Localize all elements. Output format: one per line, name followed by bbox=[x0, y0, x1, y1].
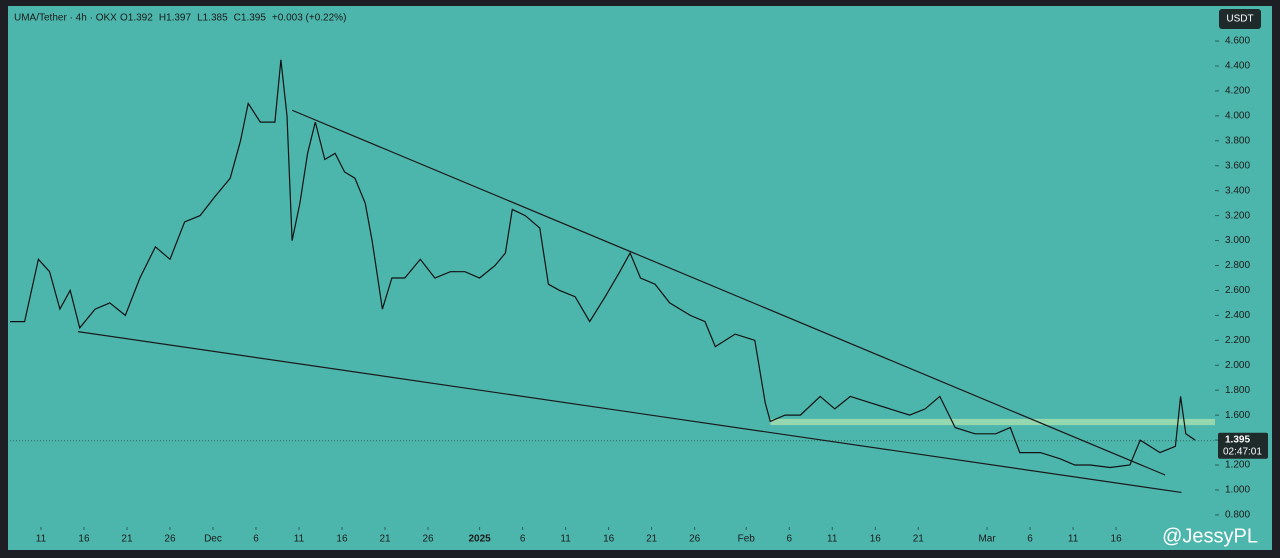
trendline bbox=[77, 331, 1182, 494]
y-tick-label: 2.400 bbox=[1225, 310, 1250, 321]
y-tick-label: 1.600 bbox=[1225, 410, 1250, 421]
y-tick-label: 1.800 bbox=[1225, 385, 1250, 396]
x-tick-label: 11 bbox=[36, 534, 47, 545]
ohlc-value: H1.397 bbox=[159, 13, 192, 24]
x-tick-label: 26 bbox=[689, 534, 701, 545]
x-tick-label: 16 bbox=[603, 534, 615, 545]
x-tick-label: 21 bbox=[646, 534, 658, 545]
x-tick-label: Feb bbox=[738, 534, 756, 545]
x-tick-label: 6 bbox=[786, 534, 792, 545]
price-badge bbox=[1218, 432, 1268, 459]
symbol: UMA/Tether · 4h · OKX bbox=[14, 13, 117, 24]
x-tick-label: 16 bbox=[78, 534, 90, 545]
y-tick-label: 3.200 bbox=[1225, 210, 1250, 221]
zone bbox=[770, 418, 1215, 426]
ohlc-value: O1.392 bbox=[120, 13, 153, 24]
y-tick-label: 3.800 bbox=[1225, 135, 1250, 146]
y-tick-label: 3.000 bbox=[1225, 235, 1250, 246]
y-tick-label: 0.800 bbox=[1225, 510, 1250, 521]
countdown: 02:47:01 bbox=[1223, 446, 1262, 457]
x-tick-label: Dec bbox=[204, 534, 222, 545]
x-tick-label: 2025 bbox=[468, 534, 491, 545]
ohlc-value: L1.385 bbox=[197, 13, 228, 24]
x-tick-label: 21 bbox=[913, 534, 925, 545]
x-tick-label: 11 bbox=[560, 534, 571, 545]
y-tick-label: 3.600 bbox=[1225, 160, 1250, 171]
x-tick-label: 26 bbox=[164, 534, 176, 545]
x-tick-label: 26 bbox=[422, 534, 434, 545]
y-tick-label: 2.800 bbox=[1225, 260, 1250, 271]
y-tick-label: 4.600 bbox=[1225, 36, 1250, 47]
ohlc-value: C1.395 bbox=[234, 13, 267, 24]
y-tick-label: 4.400 bbox=[1225, 61, 1250, 72]
x-tick-label: 16 bbox=[336, 534, 348, 545]
x-tick-label: 16 bbox=[1111, 534, 1123, 545]
price-label: 1.395 bbox=[1225, 434, 1250, 445]
ohlc-value: +0.003 (+0.22%) bbox=[272, 13, 347, 24]
y-tick-label: 2.200 bbox=[1225, 335, 1250, 346]
x-tick-label: 21 bbox=[121, 534, 133, 545]
y-tick-label: 1.000 bbox=[1225, 485, 1250, 496]
x-tick-label: 6 bbox=[253, 534, 259, 545]
y-tick-label: 2.600 bbox=[1225, 285, 1250, 296]
watermark: @JessyPL bbox=[1162, 525, 1258, 547]
currency: USDT bbox=[1226, 14, 1253, 25]
x-tick-label: 16 bbox=[870, 534, 882, 545]
y-tick-label: 2.000 bbox=[1225, 360, 1250, 371]
price-line bbox=[10, 59, 1196, 469]
currency-badge bbox=[1219, 9, 1261, 29]
x-tick-label: 11 bbox=[294, 534, 305, 545]
y-tick-label: 3.400 bbox=[1225, 185, 1250, 196]
x-tick-label: 6 bbox=[1027, 534, 1033, 545]
y-tick-label: 1.200 bbox=[1225, 460, 1250, 471]
y-tick-label: 4.000 bbox=[1225, 111, 1250, 122]
x-tick-label: 21 bbox=[379, 534, 391, 545]
x-tick-label: 11 bbox=[827, 534, 838, 545]
x-tick-label: Mar bbox=[978, 534, 996, 545]
x-tick-label: 11 bbox=[1068, 534, 1079, 545]
x-tick-label: 6 bbox=[520, 534, 526, 545]
y-tick-label: 4.200 bbox=[1225, 86, 1250, 97]
trendline bbox=[291, 109, 1166, 476]
